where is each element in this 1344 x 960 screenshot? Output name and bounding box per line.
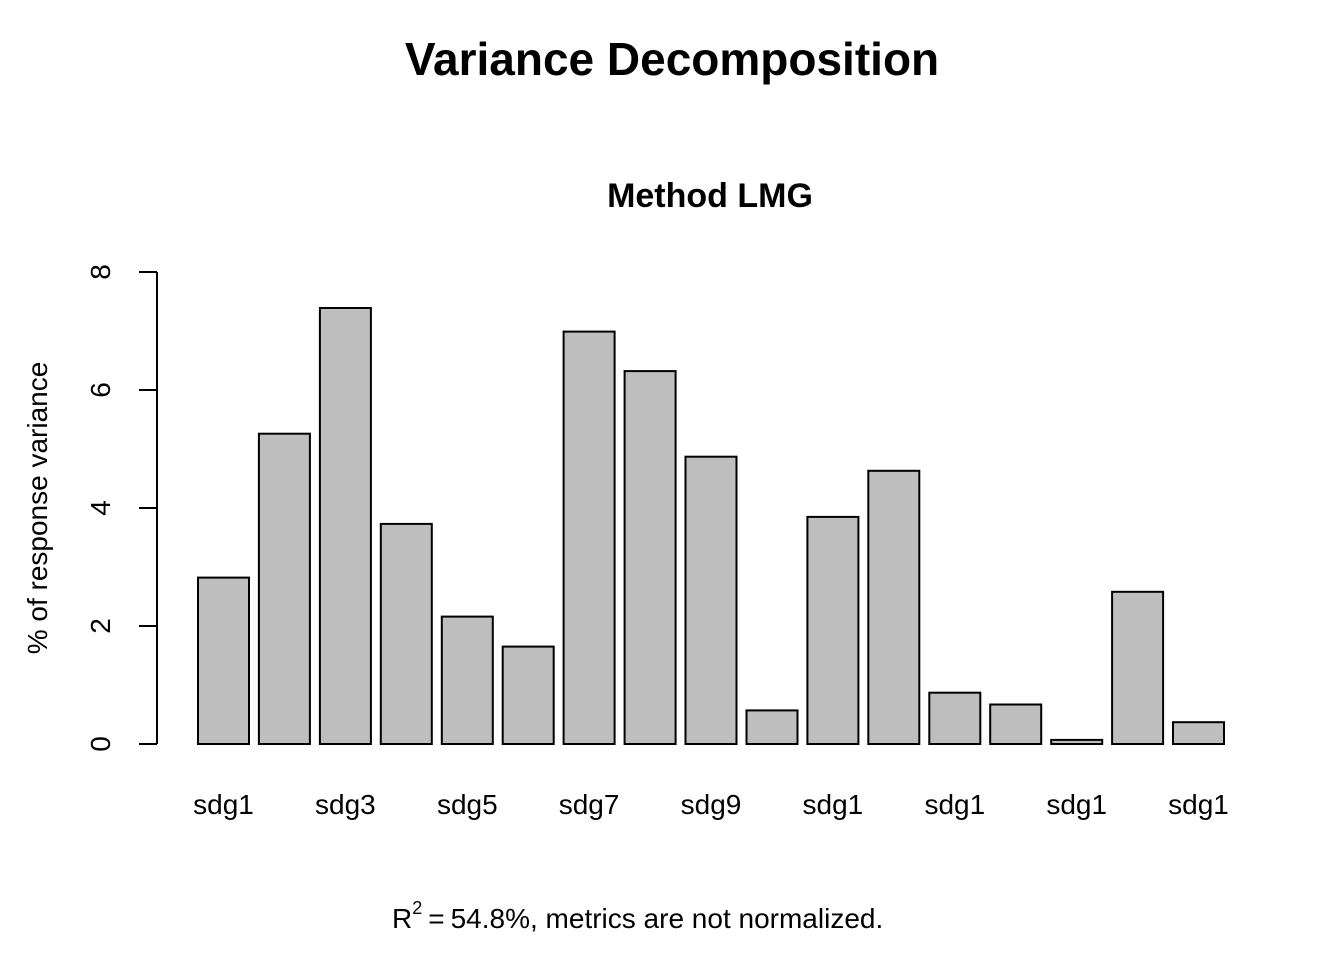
y-axis: 0 2 4 6 8 [85, 264, 158, 752]
x-tick-label-9: sdg1 [1168, 789, 1229, 820]
x-tick-label-6: sdg1 [803, 789, 864, 820]
bar-9 [684, 455, 738, 745]
x-tick-label-5: sdg9 [681, 789, 742, 820]
bar-1 [197, 576, 250, 745]
bar-4 [379, 522, 433, 746]
bar-5 [440, 615, 494, 745]
bars-group [197, 307, 1225, 746]
bar-3 [318, 307, 372, 745]
y-axis-label: % of response variance [22, 362, 53, 655]
y-tick-label-4: 4 [85, 500, 116, 516]
bar-14 [989, 703, 1043, 745]
x-tick-label-3: sdg5 [437, 789, 498, 820]
footnote-equals: = [428, 903, 444, 934]
bar-2 [257, 432, 311, 745]
footnote: R2 = 54.8%, metrics are not normalized. [392, 898, 883, 934]
x-tick-label-1: sdg1 [193, 789, 254, 820]
y-tick-label-2: 2 [85, 618, 116, 634]
bar-11 [806, 515, 860, 746]
bar-17 [1172, 721, 1225, 746]
y-tick-label-0: 0 [85, 736, 116, 752]
bar-15 [1050, 738, 1104, 746]
bar-16 [1111, 590, 1165, 745]
bar-13 [928, 691, 982, 746]
footnote-r-symbol: R [392, 903, 412, 934]
bar-6 [501, 645, 555, 745]
footnote-text: 54.8%, metrics are not normalized. [451, 903, 884, 934]
bar-10 [745, 709, 799, 746]
bar-8 [623, 370, 677, 745]
y-tick-label-6: 6 [85, 382, 116, 398]
bar-12 [867, 469, 921, 745]
x-tick-label-7: sdg1 [924, 789, 985, 820]
bar-7 [562, 330, 616, 745]
x-tick-label-4: sdg7 [559, 789, 620, 820]
y-tick-label-8: 8 [85, 264, 116, 280]
x-axis-labels: sdg1 sdg3 sdg5 sdg7 sdg9 sdg1 sdg1 sdg1 sdg1 [193, 789, 1229, 820]
chart-subtitle: Method LMG [607, 177, 813, 215]
chart-title: Variance Decomposition [405, 33, 939, 85]
x-tick-label-2: sdg3 [315, 789, 376, 820]
x-tick-label-8: sdg1 [1046, 789, 1107, 820]
footnote-r-exponent: 2 [412, 898, 422, 918]
